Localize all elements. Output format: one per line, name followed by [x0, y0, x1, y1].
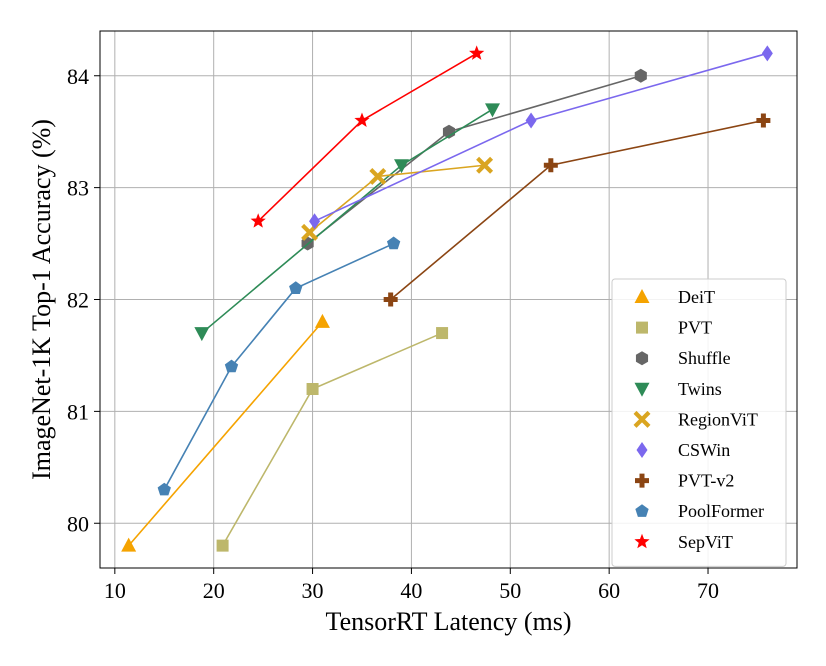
data-point-poolformer: [157, 482, 171, 496]
ticks: 10 20 30 40 50 60 70 80 81 82 83 84: [67, 64, 719, 603]
data-point-deit: [314, 313, 330, 328]
x-tick-label: 40: [400, 578, 422, 603]
series-pvt-v2: [383, 113, 771, 307]
legend-label-sepvit: SepViT: [678, 532, 733, 552]
x-tick-label: 60: [598, 578, 620, 603]
legend-box: [611, 278, 787, 567]
legend-marker-regionvit: [633, 410, 651, 428]
data-point-regionvit: [476, 156, 494, 174]
x-tick-label: 10: [104, 578, 126, 603]
data-point-pvt-v2: [383, 292, 398, 307]
series-line-regionvit: [309, 164, 485, 233]
data-point-poolformer: [289, 281, 303, 294]
series-line-pvt: [221, 332, 443, 547]
data-point-cswin: [761, 45, 773, 62]
legend-item-regionvit: RegionViT: [633, 409, 758, 429]
legend-item-pvt-v2: PVT-v2: [635, 471, 734, 491]
x-tick-label: 70: [697, 578, 719, 603]
data-point-cswin: [309, 213, 321, 230]
x-tick-label: 20: [203, 578, 225, 603]
legend: DeiT PVT Shuffle Twins RegionViT CSWin PVT-v2 P…: [611, 278, 787, 567]
legend-marker-deit: [634, 289, 650, 303]
legend-marker-twins: [634, 382, 650, 397]
legend-marker-pvt: [636, 321, 648, 334]
data-point-twins: [194, 327, 210, 342]
y-tick-label: 82: [67, 288, 89, 313]
series-line-pvt-v2: [390, 119, 764, 301]
data-point-pvt: [216, 539, 229, 552]
series-shuffle: [301, 68, 647, 251]
legend-item-sepvit: SepViT: [634, 532, 733, 552]
series-cswin: [309, 45, 773, 230]
series-layer: [121, 45, 773, 552]
series-line-shuffle: [307, 74, 642, 245]
y-tick-label: 83: [67, 176, 89, 201]
x-tick-label: 50: [499, 578, 521, 603]
legend-item-pvt: PVT: [636, 318, 712, 338]
data-point-twins: [394, 159, 410, 174]
legend-label-twins: Twins: [678, 379, 722, 399]
legend-marker-shuffle: [635, 351, 649, 366]
legend-item-poolformer: PoolFormer: [635, 501, 764, 521]
legend-label-regionvit: RegionViT: [678, 409, 758, 429]
series-line-poolformer: [163, 242, 394, 491]
data-point-pvt-v2: [756, 113, 771, 128]
legend-label-shuffle: Shuffle: [678, 348, 731, 368]
data-point-pvt: [436, 327, 449, 340]
legend-label-pvt-v2: PVT-v2: [678, 471, 734, 491]
legend-item-twins: Twins: [634, 379, 722, 399]
legend-marker-pvt-v2: [635, 473, 649, 488]
legend-item-deit: DeiT: [634, 287, 715, 307]
data-point-regionvit: [301, 223, 319, 241]
data-point-sepvit: [469, 45, 485, 60]
y-tick-label: 81: [67, 399, 89, 424]
data-point-shuffle: [442, 124, 456, 139]
data-point-poolformer: [386, 236, 401, 250]
legend-label-deit: DeiT: [678, 287, 715, 307]
legend-label-poolformer: PoolFormer: [678, 501, 764, 521]
legend-marker-poolformer: [635, 504, 649, 517]
legend-label-pvt: PVT: [678, 318, 712, 338]
series-pvt: [216, 327, 449, 552]
y-tick-label: 84: [67, 64, 89, 89]
legend-item-cswin: CSWin: [636, 440, 730, 460]
data-point-poolformer: [224, 359, 239, 373]
y-axis-label: ImageNet-1K Top-1 Accuracy (%): [27, 119, 56, 480]
legend-marker-sepvit: [634, 533, 650, 549]
series-line-deit: [128, 321, 324, 547]
series-deit: [121, 313, 330, 552]
x-tick-label: 30: [302, 578, 324, 603]
data-point-cswin: [525, 112, 537, 129]
series-twins: [194, 103, 500, 342]
data-point-pvt-v2: [543, 158, 558, 173]
data-point-sepvit: [354, 112, 370, 127]
data-point-pvt: [306, 383, 319, 395]
y-tick-label: 80: [67, 511, 89, 536]
data-point-twins: [484, 103, 500, 118]
legend-label-cswin: CSWin: [678, 440, 730, 460]
series-line-cswin: [314, 52, 768, 222]
legend-item-shuffle: Shuffle: [635, 348, 731, 368]
series-sepvit: [250, 45, 485, 228]
legend-marker-cswin: [636, 442, 648, 458]
series-regionvit: [301, 156, 494, 241]
x-axis-label: TensorRT Latency (ms): [326, 607, 572, 636]
data-point-sepvit: [250, 213, 266, 228]
data-point-regionvit: [369, 167, 387, 185]
series-poolformer: [157, 236, 401, 496]
data-point-shuffle: [634, 68, 647, 83]
data-point-deit: [121, 537, 137, 552]
